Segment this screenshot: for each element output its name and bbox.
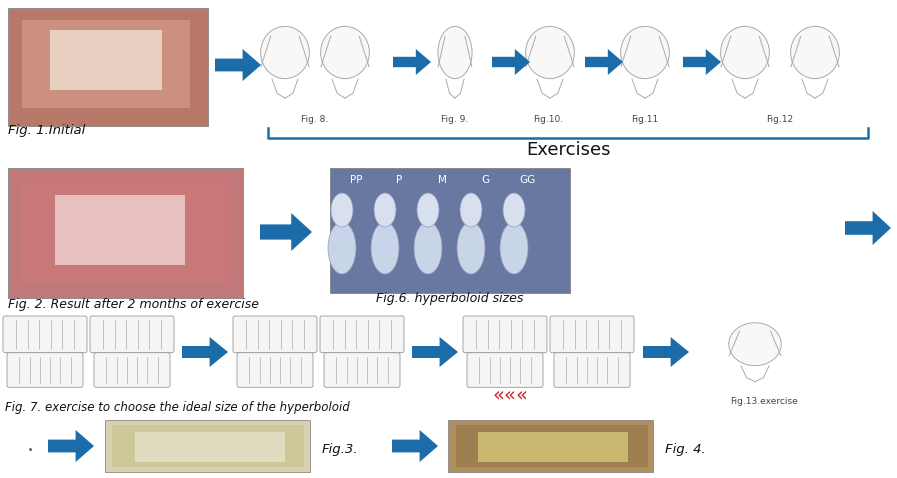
Bar xyxy=(448,420,653,472)
Text: M: M xyxy=(438,175,447,185)
FancyBboxPatch shape xyxy=(324,353,400,387)
Polygon shape xyxy=(182,337,228,367)
Bar xyxy=(456,425,648,467)
Polygon shape xyxy=(683,49,721,75)
Bar xyxy=(55,195,185,265)
Bar xyxy=(330,168,570,293)
Text: Fig. 9.: Fig. 9. xyxy=(441,115,468,124)
Text: Fig.3.: Fig.3. xyxy=(322,444,359,456)
FancyBboxPatch shape xyxy=(463,316,547,353)
FancyBboxPatch shape xyxy=(554,353,630,387)
Ellipse shape xyxy=(526,26,574,78)
FancyBboxPatch shape xyxy=(320,316,404,353)
Text: Fig.11: Fig.11 xyxy=(631,115,658,124)
Ellipse shape xyxy=(720,26,770,78)
Text: P: P xyxy=(396,175,402,185)
Text: Fig. 4.: Fig. 4. xyxy=(665,444,706,456)
Text: Fig. 1.Initial: Fig. 1.Initial xyxy=(8,124,85,137)
FancyBboxPatch shape xyxy=(237,353,313,387)
FancyBboxPatch shape xyxy=(94,353,170,387)
Polygon shape xyxy=(393,49,431,75)
Bar xyxy=(20,178,230,283)
Ellipse shape xyxy=(320,26,370,78)
Text: ·: · xyxy=(27,441,33,461)
Text: Fig.10.: Fig.10. xyxy=(533,115,563,124)
Ellipse shape xyxy=(728,323,781,366)
FancyBboxPatch shape xyxy=(467,353,543,387)
Ellipse shape xyxy=(261,26,309,78)
Ellipse shape xyxy=(503,193,525,227)
Polygon shape xyxy=(585,49,623,75)
Text: PP: PP xyxy=(350,175,362,185)
Ellipse shape xyxy=(621,26,669,78)
Text: GG: GG xyxy=(520,175,536,185)
FancyBboxPatch shape xyxy=(3,316,87,353)
Polygon shape xyxy=(492,49,530,75)
Text: Fig.12: Fig.12 xyxy=(766,115,794,124)
Bar xyxy=(22,20,190,108)
Text: «««: ««« xyxy=(492,385,528,404)
Ellipse shape xyxy=(331,193,353,227)
Polygon shape xyxy=(392,430,438,462)
Bar xyxy=(135,432,285,462)
Text: Fig.13.exercise: Fig.13.exercise xyxy=(730,397,797,406)
FancyBboxPatch shape xyxy=(550,316,634,353)
Ellipse shape xyxy=(460,193,482,227)
Bar xyxy=(8,8,208,126)
Text: Fig.6. hyperboloid sizes: Fig.6. hyperboloid sizes xyxy=(377,292,524,305)
Bar xyxy=(478,432,628,462)
Ellipse shape xyxy=(790,26,840,78)
Text: Fig. 8.: Fig. 8. xyxy=(301,115,328,124)
Ellipse shape xyxy=(328,222,356,274)
Ellipse shape xyxy=(374,193,396,227)
Ellipse shape xyxy=(500,222,528,274)
Bar xyxy=(8,168,243,298)
Ellipse shape xyxy=(414,222,442,274)
FancyBboxPatch shape xyxy=(7,353,83,387)
Polygon shape xyxy=(260,213,312,251)
Text: Fig. 7. exercise to choose the ideal size of the hyperboloid: Fig. 7. exercise to choose the ideal siz… xyxy=(5,401,350,414)
Ellipse shape xyxy=(438,26,472,78)
Polygon shape xyxy=(215,49,261,81)
FancyBboxPatch shape xyxy=(233,316,317,353)
Polygon shape xyxy=(412,337,458,367)
Polygon shape xyxy=(845,211,891,245)
Text: Fig. 2. Result after 2 months of exercise: Fig. 2. Result after 2 months of exercis… xyxy=(8,298,259,311)
Text: Exercises: Exercises xyxy=(526,141,610,159)
Polygon shape xyxy=(643,337,689,367)
Bar xyxy=(112,425,304,467)
Ellipse shape xyxy=(417,193,439,227)
Text: G: G xyxy=(481,175,489,185)
Polygon shape xyxy=(48,430,94,462)
Ellipse shape xyxy=(371,222,399,274)
Ellipse shape xyxy=(457,222,485,274)
FancyBboxPatch shape xyxy=(90,316,174,353)
Bar xyxy=(105,420,310,472)
Bar xyxy=(50,30,162,90)
